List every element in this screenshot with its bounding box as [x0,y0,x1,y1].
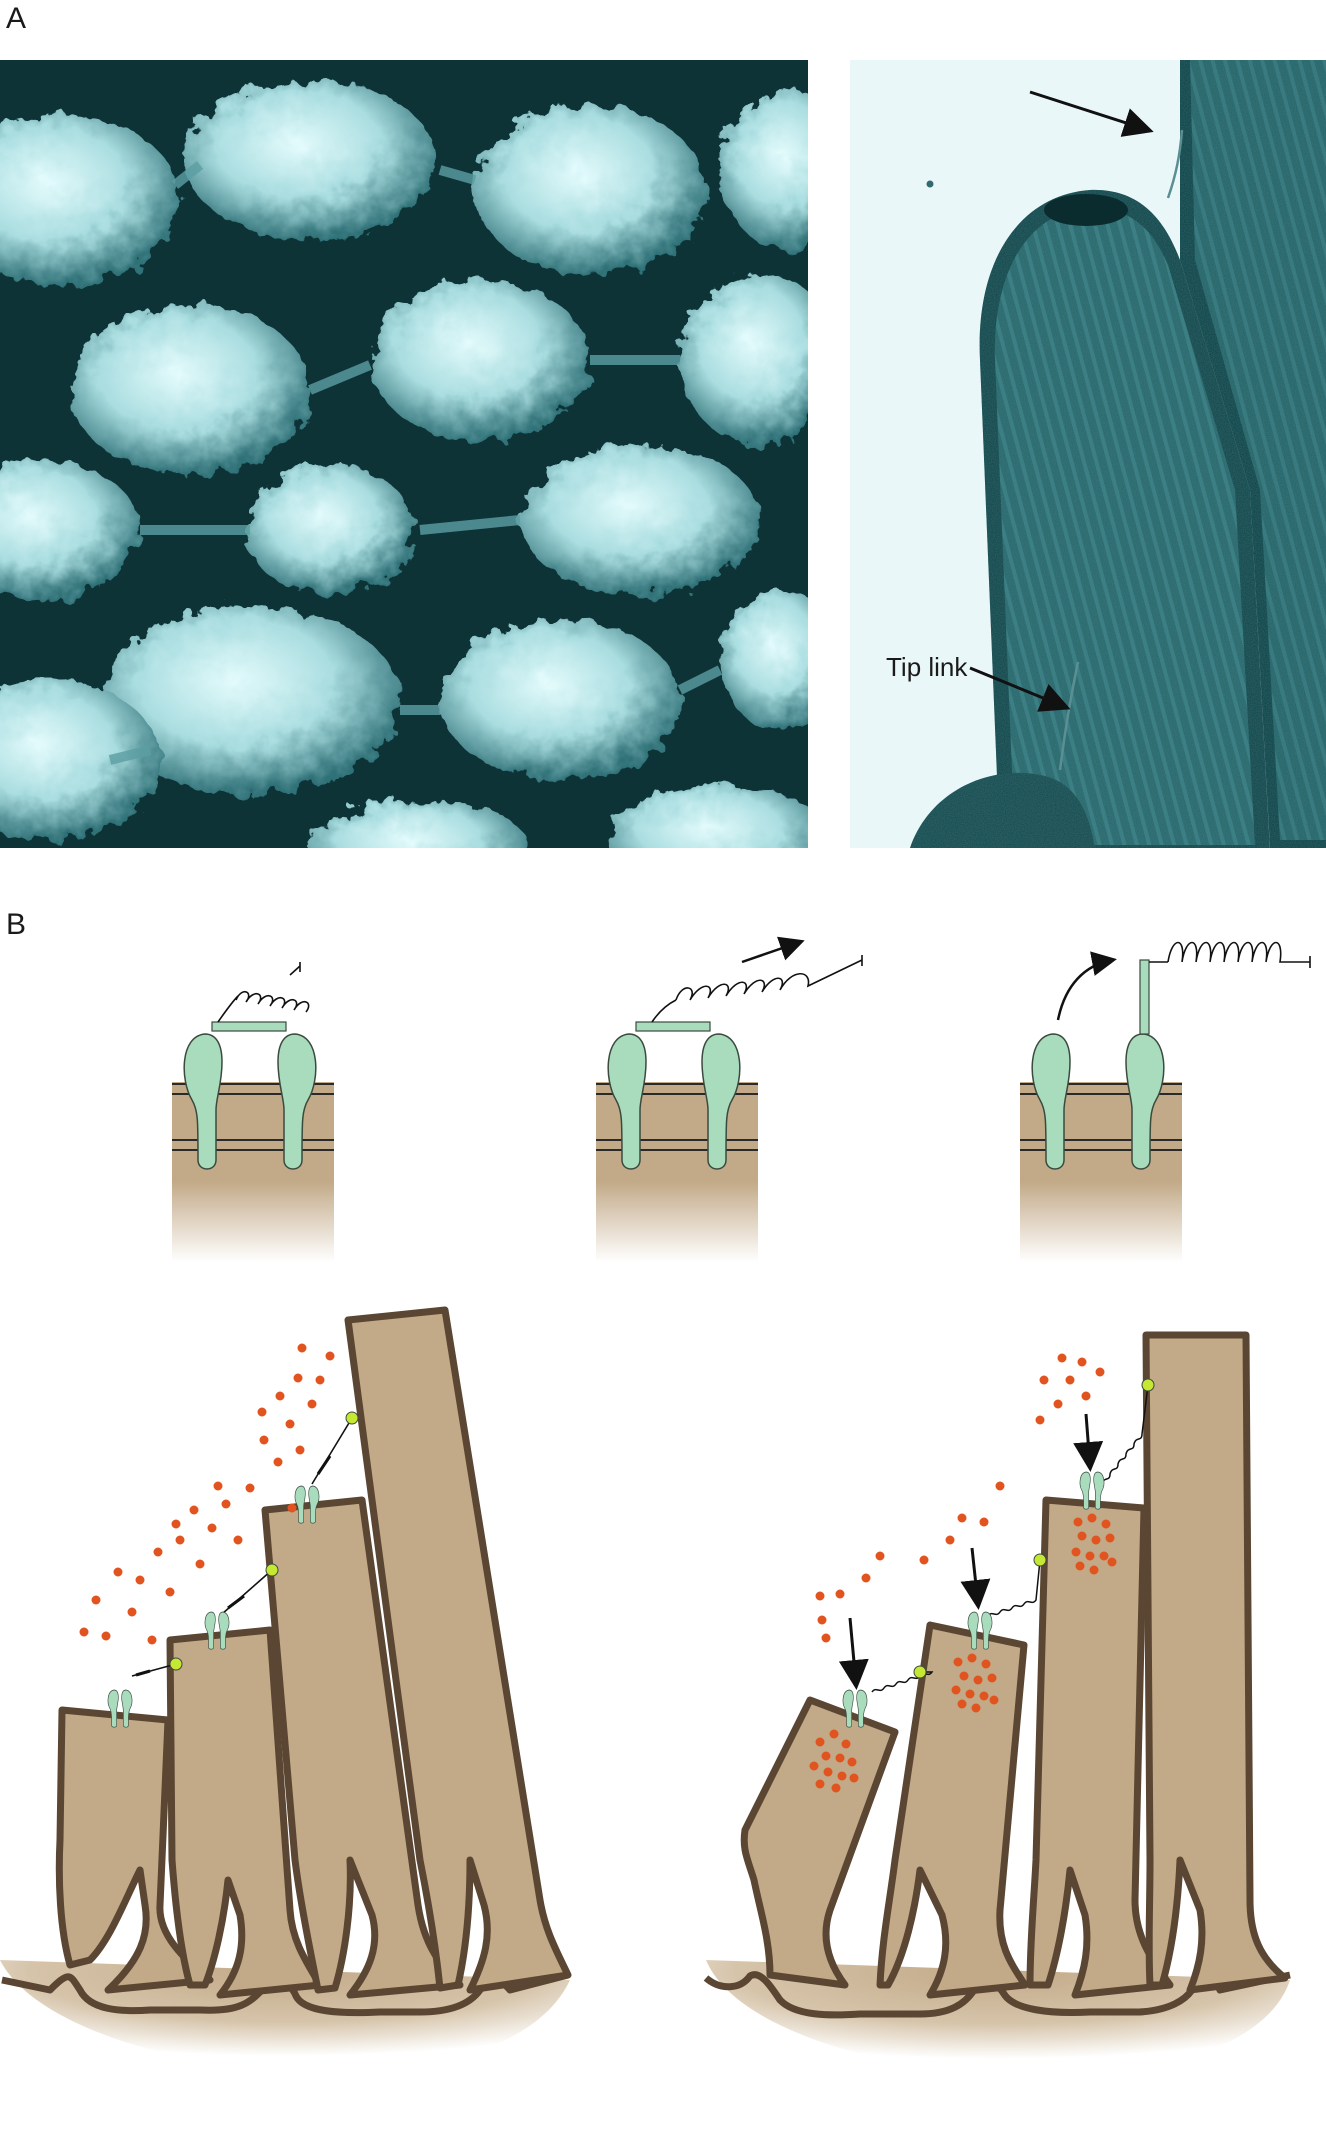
stretched-channel [607,1021,741,1170]
hair-bundle-right [703,1331,1291,2077]
panel-b-letter: B [6,908,27,941]
hair-bundle-left [0,1306,572,2073]
tip-link-label: Tip link [886,652,968,682]
spring-icon [651,955,863,1023]
sem-micrograph-image [0,60,808,848]
spring-icon [217,962,310,1023]
ion-cluster-right [809,1353,1117,1793]
panel-a-letter: A [6,2,27,35]
arrow-icon [838,1413,1104,1690]
tem-micrograph-image [850,60,1326,848]
arrow-icon [1056,951,1117,1021]
closed-channel [183,1021,317,1170]
arrow-icon [1029,90,1154,137]
ion-cluster-outside [79,1343,335,1645]
open-channel [1031,959,1165,1170]
spring-icon [1149,941,1311,968]
arrow-icon [969,666,1071,712]
spring-icon [135,1455,332,1677]
arrow-icon [741,936,805,964]
